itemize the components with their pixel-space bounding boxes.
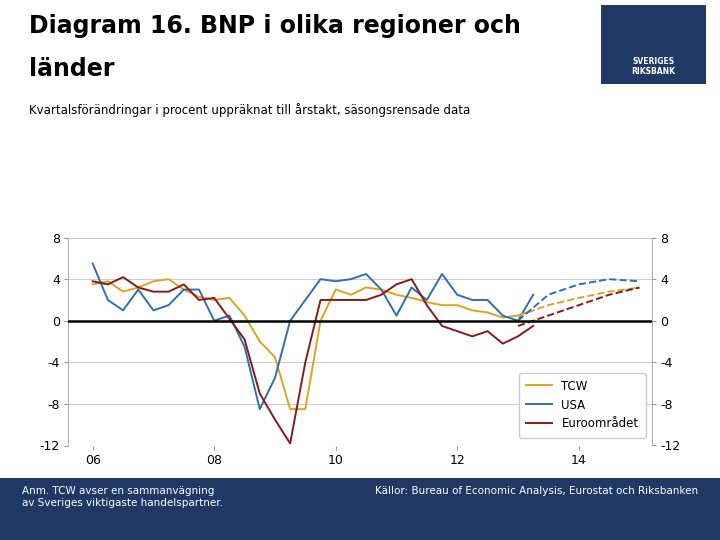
Text: länder: länder (29, 57, 114, 80)
Text: Anm. TCW avser en sammanvägning
av Sveriges viktigaste handelspartner.: Anm. TCW avser en sammanvägning av Sveri… (22, 486, 222, 508)
Text: Kvartalsförändringar i procent uppräknat till årstakt, säsongsrensade data: Kvartalsförändringar i procent uppräknat… (29, 103, 470, 117)
Legend: TCW, USA, Euroområdet: TCW, USA, Euroområdet (519, 373, 646, 437)
Text: SVERIGES
RIKSBANK: SVERIGES RIKSBANK (631, 57, 675, 76)
Text: Diagram 16. BNP i olika regioner och: Diagram 16. BNP i olika regioner och (29, 14, 521, 37)
Text: Källor: Bureau of Economic Analysis, Eurostat och Riksbanken: Källor: Bureau of Economic Analysis, Eur… (375, 486, 698, 496)
